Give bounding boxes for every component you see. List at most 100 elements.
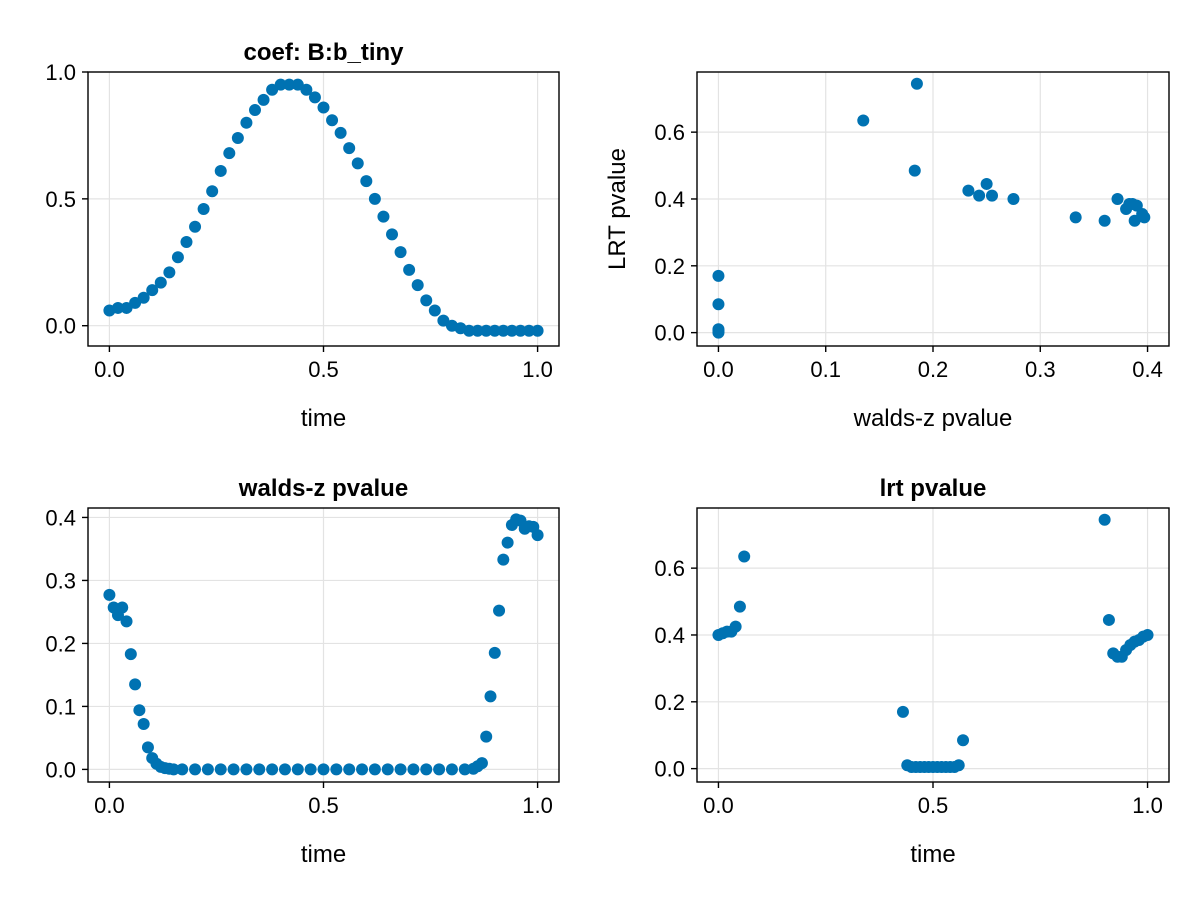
- panel-walds-vs-lrt: 0.0 0.1 0.2 0.3 0.4 0.0 0.2 0.4 0.6 walds-z pval…: [604, 71, 1170, 432]
- x-axis-label: time: [301, 405, 346, 432]
- data-point: [223, 147, 236, 160]
- data-point: [201, 763, 214, 776]
- data-point: [154, 276, 167, 289]
- y-tick-label: 0.0: [45, 314, 76, 339]
- data-point: [896, 705, 909, 718]
- data-point: [266, 763, 279, 776]
- data-point: [317, 101, 330, 114]
- ticks: 0.0 0.5 1.0 0.0 0.1 0.2 0.3 0.4: [45, 505, 552, 818]
- data-point: [274, 78, 287, 91]
- data-point: [368, 192, 381, 205]
- data-point: [111, 301, 124, 314]
- y-axis-label: LRT pvalue: [604, 148, 631, 270]
- data-point: [712, 269, 725, 282]
- data-point: [458, 763, 471, 776]
- x-tick-label: 0.0: [94, 357, 125, 382]
- data-point: [908, 164, 921, 177]
- data-point: [1098, 513, 1111, 526]
- data-point: [129, 678, 142, 691]
- data-point: [394, 246, 407, 259]
- data-point: [214, 164, 227, 177]
- x-tick-label: 0.5: [308, 357, 339, 382]
- data-point: [343, 142, 356, 155]
- x-axis-label: time: [301, 841, 346, 868]
- y-tick-label: 0.3: [45, 568, 76, 593]
- ticks: 0.0 0.1 0.2 0.3 0.4 0.0 0.2 0.4 0.6: [654, 120, 1162, 382]
- data-point: [733, 600, 746, 613]
- data-point: [304, 763, 317, 776]
- panel-walds-z-pvalue: 0.0 0.5 1.00.00.10.20.30.4 walds-z pvalue …: [45, 475, 560, 868]
- data-point: [1102, 613, 1115, 626]
- y-tick-label: 0.2: [654, 690, 685, 715]
- y-tick-label: 0.4: [45, 505, 76, 530]
- x-tick-label: 1.0: [1132, 793, 1163, 818]
- data-point: [962, 184, 975, 197]
- data-point: [146, 284, 159, 297]
- data-point: [952, 759, 965, 772]
- scatter-points: [712, 513, 1154, 773]
- data-point: [857, 114, 870, 127]
- panel-title: lrt pvalue: [880, 475, 987, 502]
- y-tick-label: 1.0: [45, 60, 76, 85]
- panel-title: coef: B:b_tiny: [243, 39, 404, 66]
- x-tick-label: 0.1: [810, 357, 841, 382]
- data-point: [531, 324, 544, 337]
- data-point: [133, 704, 146, 717]
- data-point: [531, 529, 544, 542]
- panel-title: walds-z pvalue: [238, 475, 408, 502]
- data-point: [712, 326, 725, 339]
- data-point: [197, 203, 210, 215]
- data-point: [360, 175, 373, 188]
- data-point: [514, 324, 527, 337]
- data-point: [523, 324, 536, 337]
- x-tick-label: 0.0: [94, 793, 125, 818]
- data-point: [738, 550, 751, 563]
- data-point: [729, 620, 742, 633]
- data-point: [227, 763, 240, 776]
- data-point: [420, 763, 433, 776]
- data-point: [231, 131, 244, 144]
- y-tick-label: 0.6: [654, 556, 685, 581]
- y-tick-label: 0.1: [45, 694, 76, 719]
- x-tick-label: 0.5: [918, 793, 949, 818]
- y-tick-label: 0.5: [45, 187, 76, 212]
- x-axis-label: time: [910, 841, 955, 868]
- data-point: [137, 718, 150, 731]
- panel-coef: 0.0 0.5 1.0 0.0 0.5 1.0 coef: B:b_tiny time: [45, 39, 560, 432]
- data-point: [214, 763, 227, 776]
- x-tick-label: 0.4: [1132, 357, 1163, 382]
- x-axis-label: walds-z pvalue: [853, 405, 1013, 432]
- y-tick-label: 0.2: [654, 254, 685, 279]
- data-point: [163, 266, 176, 279]
- x-tick-label: 1.0: [522, 357, 553, 382]
- data-point: [257, 93, 270, 106]
- data-point: [973, 189, 986, 202]
- data-point: [980, 177, 993, 190]
- data-point: [176, 763, 189, 776]
- data-point: [116, 601, 129, 614]
- y-tick-label: 0.0: [654, 757, 685, 782]
- data-point: [180, 235, 193, 248]
- data-point: [497, 553, 510, 566]
- data-point: [1098, 214, 1111, 227]
- y-tick-label: 0.0: [654, 321, 685, 346]
- data-point: [317, 763, 330, 776]
- y-tick-label: 0.0: [45, 757, 76, 782]
- data-point: [428, 304, 441, 317]
- data-point: [463, 324, 476, 337]
- data-point: [488, 646, 501, 659]
- data-point: [910, 77, 923, 90]
- data-point: [283, 78, 296, 91]
- data-point: [377, 210, 390, 223]
- data-point: [206, 185, 219, 198]
- data-point: [240, 116, 253, 129]
- scatter-points: [103, 513, 544, 776]
- data-point: [986, 189, 998, 202]
- y-tick-label: 0.4: [654, 187, 685, 212]
- grid: [697, 72, 1169, 346]
- panel-lrt-pvalue: 0.0 0.5 1.0 0.0 0.2 0.4 0.6 lrt pvalue time: [654, 475, 1170, 868]
- data-point: [394, 763, 407, 776]
- data-point: [291, 763, 304, 776]
- data-point: [420, 294, 433, 307]
- data-point: [471, 324, 484, 337]
